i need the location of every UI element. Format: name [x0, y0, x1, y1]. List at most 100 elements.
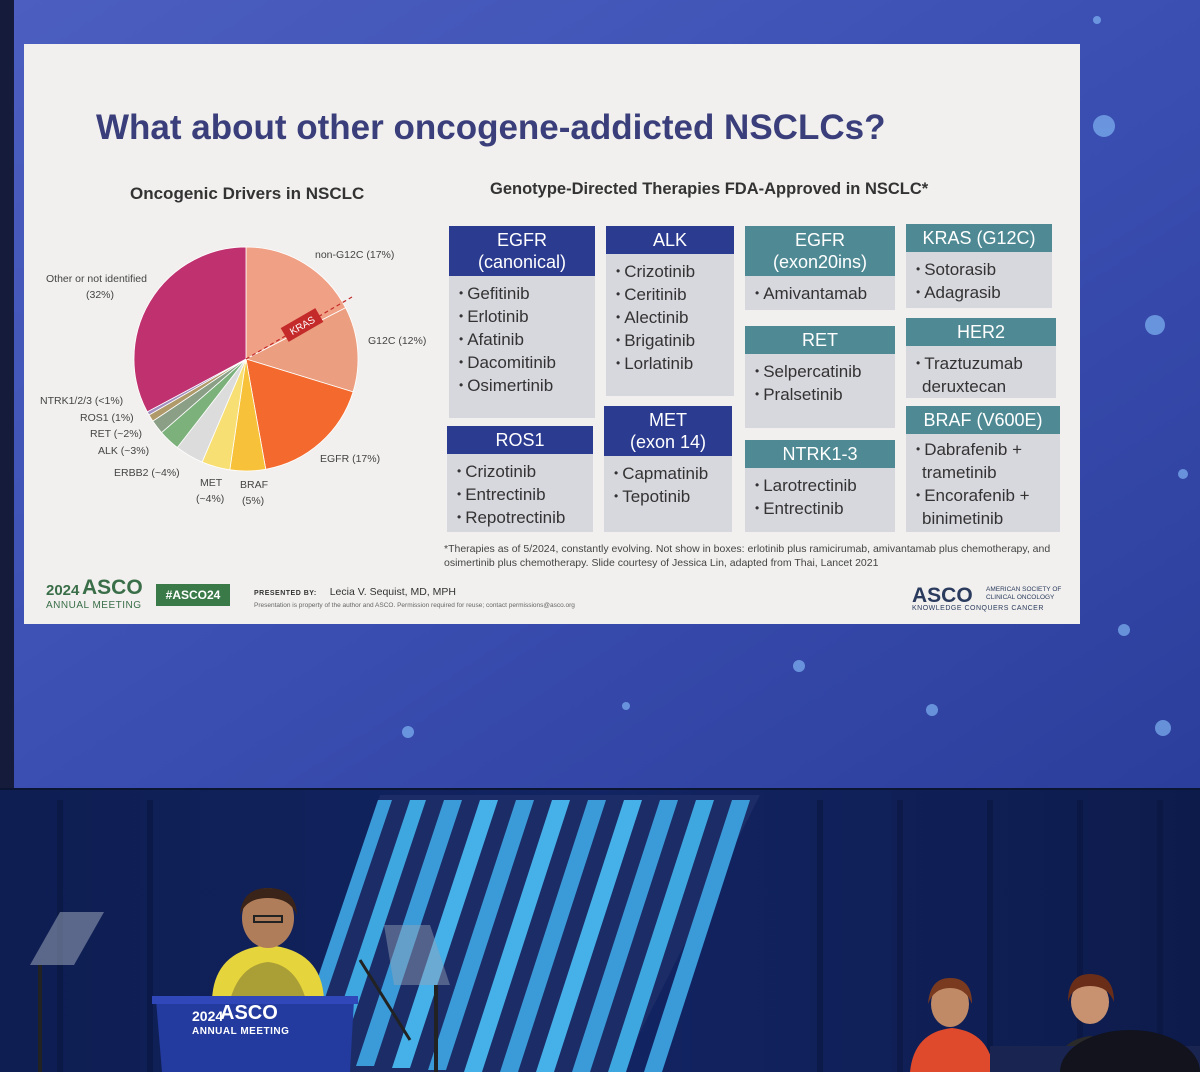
drug-item-continued: binimetinib — [922, 509, 1004, 528]
pie-label-ros1: ROS1 (1%) — [80, 412, 134, 424]
left-teleprompter — [30, 912, 104, 1072]
drug-item: Sotorasib — [916, 258, 1046, 281]
screen-left-edge — [0, 0, 14, 788]
drug-item: Capmatinib — [614, 462, 726, 485]
drug-item: Tepotinib — [614, 485, 726, 508]
box-title-exon20ins: (exon20ins) — [772, 252, 868, 272]
drug-item: Afatinib — [459, 328, 589, 351]
box-title-exon14: (exon 14) — [629, 432, 707, 452]
drug-item: Erlotinib — [459, 305, 589, 328]
footer-hashtag: #ASCO24 — [156, 584, 230, 606]
drug-item: Amivantamab — [755, 282, 889, 305]
seated-panelist-1 — [910, 978, 994, 1072]
drug-item: Encorafenib + — [916, 484, 1054, 507]
curtain-folds — [57, 800, 1163, 1072]
pie-slice-other — [133, 246, 247, 413]
drug-list-braf: Dabrafenib + trametinib Encorafenib + bi… — [906, 434, 1060, 536]
pie-slice-egfr — [245, 358, 354, 470]
box-header-ros1: ROS1 — [447, 426, 593, 454]
podium-annual-meeting: ANNUAL MEETING — [192, 1026, 290, 1037]
drug-item: Brigatinib — [616, 329, 728, 352]
pie-label-egfr: EGFR (17%) — [320, 453, 380, 465]
box-header-egfr-canonical: EGFR (canonical) — [449, 226, 595, 276]
slide-title: What about other oncogene-addicted NSCLC… — [96, 108, 886, 147]
box-title-met: MET — [649, 410, 687, 430]
footer-meeting-year: 2024 — [46, 582, 80, 599]
speaker — [212, 888, 324, 1000]
audience-head — [1060, 1030, 1200, 1072]
drug-item: Traztuzumab — [916, 352, 1050, 375]
drug-item: Crizotinib — [616, 260, 728, 283]
asco-logo: ASCO — [912, 584, 973, 607]
pie-slice-non-g12c — [245, 246, 347, 360]
pie-slices — [133, 246, 359, 472]
pie-label-met-pct: (~4%) — [196, 493, 224, 505]
podium-asco: ASCO — [220, 1002, 278, 1024]
drug-list-egfr-canonical: Gefitinib Erlotinib Afatinib Dacomitinib… — [449, 276, 595, 403]
box-title-egfr-2: EGFR — [794, 230, 845, 250]
footer-annual-meeting: ANNUAL MEETING — [46, 600, 142, 611]
drug-item: Repotrectinib — [457, 506, 587, 529]
drug-item: Gefitinib — [459, 282, 589, 305]
pie-label-other-line1: Other or not identified — [46, 273, 147, 285]
presentation-slide: What about other oncogene-addicted NSCLC… — [24, 44, 1080, 624]
therapy-box-met: MET (exon 14) Capmatinib Tepotinib — [604, 406, 732, 532]
pie-label-non-g12c: non-G12C (17%) — [315, 249, 394, 261]
pie-label-ret: RET (~2%) — [90, 428, 142, 440]
box-title-egfr: EGFR — [496, 230, 547, 250]
pie-label-braf-pct: (5%) — [242, 495, 264, 507]
presenter-name: Lecia V. Sequist, MD, MPH — [329, 586, 456, 598]
drug-item: Selpercatinib — [755, 360, 889, 383]
therapy-box-braf: BRAF (V600E) Dabrafenib + trametinib Enc… — [906, 406, 1060, 532]
box-header-alk: ALK — [606, 226, 734, 254]
drug-item: Ceritinib — [616, 283, 728, 306]
pie-label-other-line2: (32%) — [86, 289, 114, 301]
pie-label-alk: ALK (~3%) — [98, 445, 149, 457]
podium — [156, 1000, 354, 1072]
therapy-box-alk: ALK Crizotinib Ceritinib Alectinib Briga… — [606, 226, 734, 396]
podium-top — [152, 996, 358, 1004]
pie-label-g12c: G12C (12%) — [368, 335, 426, 347]
pie-label-met-name: MET — [200, 477, 223, 489]
drug-item: Larotrectinib — [755, 474, 889, 497]
presented-by-label: PRESENTED BY: — [254, 590, 317, 597]
pie-label-braf-name: BRAF — [240, 479, 268, 491]
drug-item-continued: deruxtecan — [922, 377, 1007, 396]
box-header-her2: HER2 — [906, 318, 1056, 346]
slide-footnote: *Therapies as of 5/2024, constantly evol… — [444, 543, 1051, 569]
screen-glow-dots — [402, 16, 1188, 738]
drug-list-ros1: Crizotinib Entrectinib Repotrectinib — [447, 454, 593, 535]
box-header-kras: KRAS (G12C) — [906, 224, 1052, 252]
box-header-met: MET (exon 14) — [604, 406, 732, 456]
drug-list-ret: Selpercatinib Pralsetinib — [745, 354, 895, 412]
pie-chart-heading: Oncogenic Drivers in NSCLC — [130, 184, 365, 203]
oncogenic-drivers-pie-chart: KRAS non-G12C (17%) G12C (12%) EGFR (17%… — [40, 246, 426, 507]
podium-year: 2024 — [192, 1008, 224, 1024]
drug-item: Dacomitinib — [459, 351, 589, 374]
drug-item: Entrectinib — [457, 483, 587, 506]
therapy-box-kras: KRAS (G12C) Sotorasib Adagrasib — [906, 224, 1052, 308]
pie-slice-g12c — [244, 307, 359, 393]
drug-item: Pralsetinib — [755, 383, 889, 406]
drug-item: Dabrafenib + — [916, 438, 1054, 461]
drug-list-her2: Traztuzumab deruxtecan — [906, 346, 1056, 404]
drug-item: Crizotinib — [457, 460, 587, 483]
footer-presented-by: PRESENTED BY: Lecia V. Sequist, MD, MPH — [254, 586, 456, 598]
box-header-ntrk: NTRK1-3 — [745, 440, 895, 468]
drug-list-kras: Sotorasib Adagrasib — [906, 252, 1052, 310]
box-header-ret: RET — [745, 326, 895, 354]
drug-item: Alectinib — [616, 306, 728, 329]
drug-item: Osimertinib — [459, 374, 589, 397]
drug-list-ntrk: Larotrectinib Entrectinib — [745, 468, 895, 526]
drug-item-continued: trametinib — [922, 463, 997, 482]
therapy-box-egfr-exon20: EGFR (exon20ins) Amivantamab — [745, 226, 895, 310]
asco-society-name: AMERICAN SOCIETY OF CLINICAL ONCOLOGY — [986, 586, 1062, 601]
box-title-canonical: (canonical) — [477, 252, 567, 272]
footer-meeting-asco: ASCO — [82, 576, 143, 599]
pie-label-erbb2: ERBB2 (~4%) — [114, 467, 180, 479]
drug-item: Entrectinib — [755, 497, 889, 520]
therapy-box-ros1: ROS1 Crizotinib Entrectinib Repotrectini… — [447, 426, 593, 532]
kras-label-box — [280, 308, 324, 342]
pie-labels: non-G12C (17%) G12C (12%) EGFR (17%) BRA… — [40, 249, 426, 507]
center-teleprompter — [358, 925, 450, 1072]
